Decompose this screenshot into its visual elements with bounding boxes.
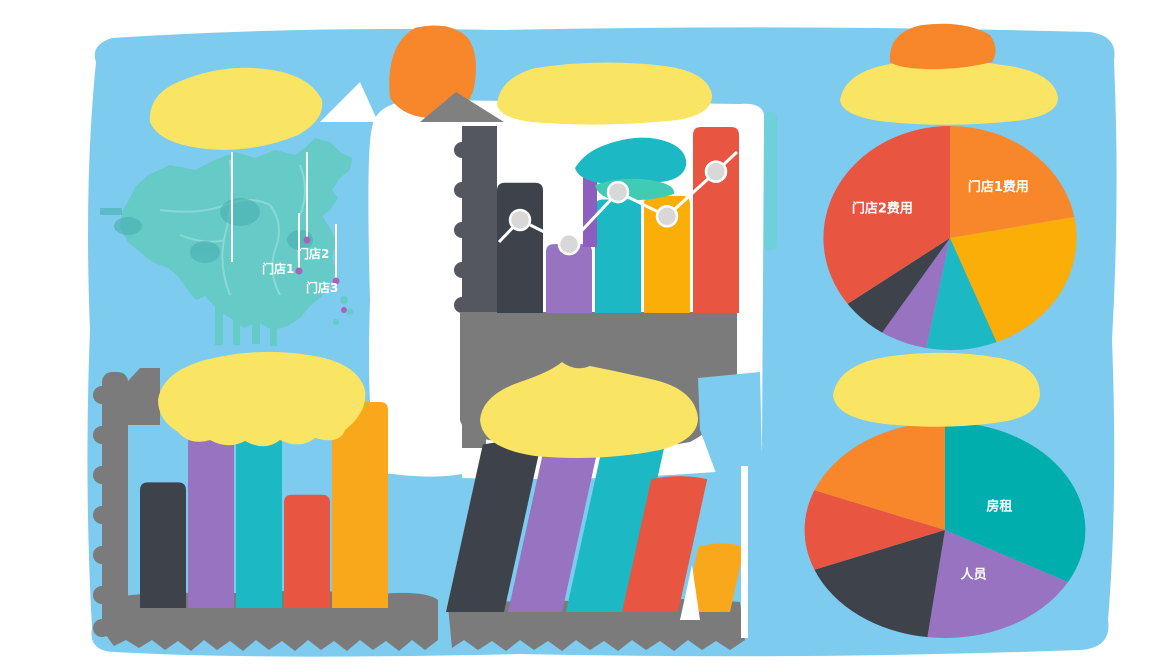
bar-line-title-blob: [497, 62, 713, 125]
china-map-landmass[interactable]: [120, 138, 352, 330]
bar-series: [446, 427, 745, 612]
bar[interactable]: [140, 482, 186, 608]
store-label-3: 门店3: [306, 280, 338, 295]
bottom-center-bar-chart: [446, 350, 762, 651]
pie1-title-blob: [840, 60, 1058, 125]
axis-corner-piece: [118, 368, 160, 425]
bar[interactable]: [332, 402, 388, 608]
pie-slice[interactable]: [847, 238, 950, 333]
panel-white-wedge: [320, 82, 378, 122]
bar[interactable]: [684, 543, 745, 612]
map-drip: [233, 305, 240, 345]
bar[interactable]: [508, 441, 599, 612]
pie-slice[interactable]: [926, 238, 997, 350]
pie-slices: [804, 422, 1086, 638]
axis-corner-piece: [462, 350, 486, 448]
bottom-center-title-blob: [480, 362, 698, 458]
bar[interactable]: [446, 441, 541, 612]
store-label-1: 门店1: [262, 261, 294, 276]
pie-slice-label: 门店1费用: [968, 179, 1029, 195]
bottom-left-bar-chart: [93, 351, 438, 651]
bar[interactable]: [546, 244, 592, 313]
pie-slice[interactable]: [814, 422, 945, 530]
map-island: [333, 319, 339, 325]
china-map-chart: 门店1 门店2 门店3: [100, 138, 353, 346]
bar[interactable]: [188, 434, 234, 608]
store-pin-dot[interactable]: [341, 307, 347, 313]
line-marker[interactable]: [606, 180, 630, 204]
map-panel-title-blob: [149, 67, 323, 150]
pie-slice-label: 门店2费用: [852, 200, 913, 216]
pie-slices: [823, 126, 1077, 350]
y-axis-ticks: [93, 386, 111, 637]
teal-edge-strip: [764, 112, 777, 250]
line-marker[interactable]: [704, 160, 728, 183]
bar[interactable]: [497, 182, 543, 313]
map-island: [340, 296, 348, 304]
gray-peak: [420, 92, 504, 122]
pie-slice[interactable]: [804, 490, 945, 570]
bar[interactable]: [693, 127, 739, 313]
map-island: [347, 309, 353, 315]
map-drip: [215, 300, 223, 345]
pie-slice[interactable]: [814, 530, 945, 638]
line-series: [497, 150, 739, 256]
bar[interactable]: [566, 427, 669, 612]
map-drip: [270, 318, 277, 346]
bar[interactable]: [236, 424, 282, 608]
pie-slice[interactable]: [950, 217, 1077, 343]
bar[interactable]: [644, 195, 690, 313]
pie-slice[interactable]: [882, 238, 950, 349]
bar-series: [140, 402, 388, 608]
white-sliver: [680, 565, 700, 620]
line-marker[interactable]: [557, 232, 581, 256]
map-drip: [252, 308, 260, 344]
line-marker[interactable]: [508, 208, 532, 232]
pie2-title-blob: [833, 352, 1040, 427]
bar-series: [497, 127, 739, 313]
pie-slice[interactable]: [927, 530, 1069, 638]
orange-decor-blob-2: [889, 23, 996, 70]
bar[interactable]: [622, 476, 708, 612]
pie-slice[interactable]: [945, 422, 1086, 583]
tooltip-cloud: [575, 137, 687, 185]
store-pin-dot[interactable]: [295, 267, 303, 275]
bar[interactable]: [284, 494, 330, 608]
bottom-left-title-blob: [158, 351, 366, 447]
store-pin-dot[interactable]: [303, 236, 311, 244]
purple-drop-column: [583, 175, 597, 247]
y-axis-ticks: [454, 142, 470, 313]
line-marker[interactable]: [655, 205, 679, 228]
pie-slice[interactable]: [823, 126, 950, 304]
pie-slice-label: 人员: [961, 566, 987, 582]
pie-slice[interactable]: [950, 126, 1075, 238]
store-pin-dot[interactable]: [332, 277, 340, 285]
bar[interactable]: [595, 199, 641, 313]
y-axis-bar: [462, 126, 497, 316]
panel-divider-line: [741, 466, 748, 638]
pie-slice-label: 房租: [986, 498, 1012, 514]
store-label-2: 门店2: [297, 246, 329, 261]
map-store-pins: [231, 152, 337, 278]
